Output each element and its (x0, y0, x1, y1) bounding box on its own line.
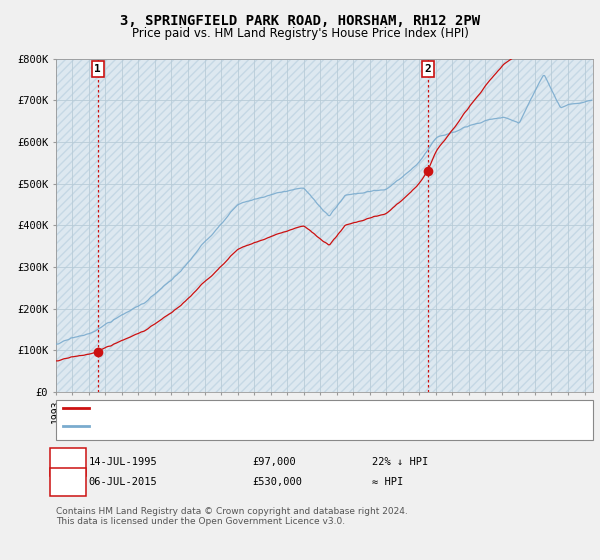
Text: ≈ HPI: ≈ HPI (372, 477, 403, 487)
Text: £530,000: £530,000 (252, 477, 302, 487)
Text: £97,000: £97,000 (252, 457, 296, 467)
Text: 3, SPRINGFIELD PARK ROAD, HORSHAM, RH12 2PW: 3, SPRINGFIELD PARK ROAD, HORSHAM, RH12 … (120, 14, 480, 28)
Text: 2: 2 (424, 64, 431, 74)
Text: 1: 1 (94, 64, 101, 74)
Text: 22% ↓ HPI: 22% ↓ HPI (372, 457, 428, 467)
Text: 06-JUL-2015: 06-JUL-2015 (89, 477, 158, 487)
Text: 14-JUL-1995: 14-JUL-1995 (89, 457, 158, 467)
Text: Price paid vs. HM Land Registry's House Price Index (HPI): Price paid vs. HM Land Registry's House … (131, 27, 469, 40)
Text: 2: 2 (64, 477, 71, 487)
Text: HPI: Average price, detached house, Horsham: HPI: Average price, detached house, Hors… (93, 421, 362, 431)
Text: Contains HM Land Registry data © Crown copyright and database right 2024.
This d: Contains HM Land Registry data © Crown c… (56, 507, 407, 526)
Text: 1: 1 (64, 457, 71, 467)
Text: 3, SPRINGFIELD PARK ROAD, HORSHAM, RH12 2PW (detached house): 3, SPRINGFIELD PARK ROAD, HORSHAM, RH12 … (93, 403, 468, 413)
